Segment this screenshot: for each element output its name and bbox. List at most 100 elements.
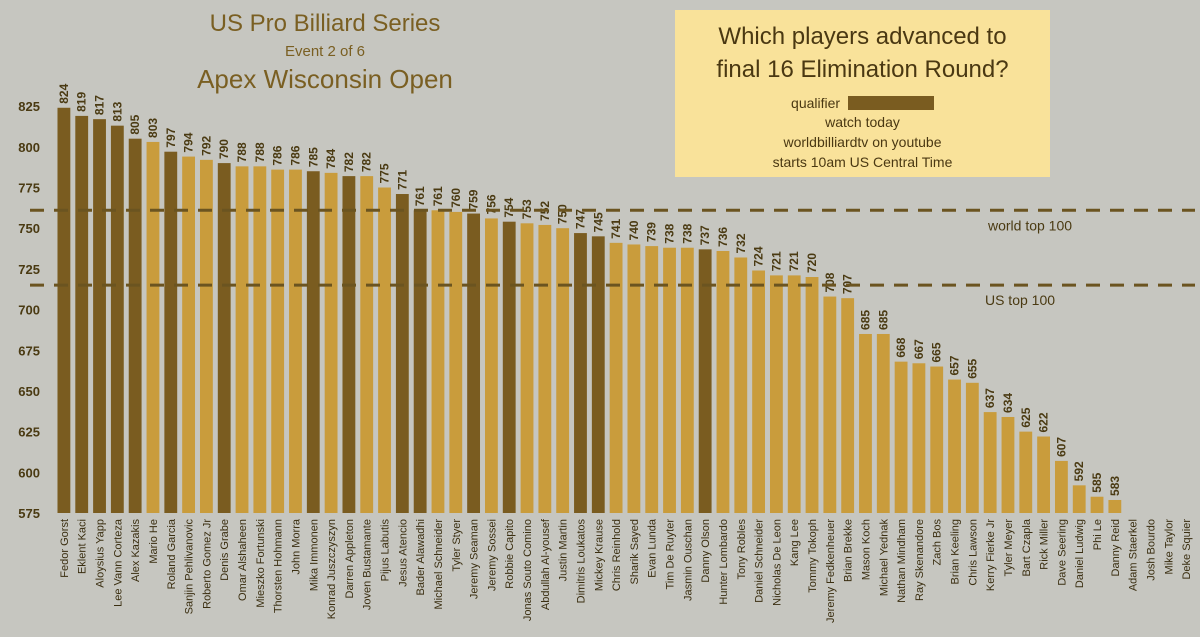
x-tick-label: Jasmin Ouschan <box>682 519 694 601</box>
bar <box>609 242 623 513</box>
info-line-channel: worldbilliardtv on youtube <box>783 134 942 150</box>
x-tick-label: Denis Grabe <box>219 519 231 581</box>
bar <box>164 151 178 514</box>
x-tick-label: Danny Olson <box>700 519 712 583</box>
x-tick-label: Alex Kazakis <box>130 519 142 582</box>
x-tick-label: Michael Yednak <box>878 519 890 597</box>
data-label: 607 <box>1054 437 1068 457</box>
data-label: 785 <box>306 147 320 167</box>
question-line-1: Which players advanced to <box>718 23 1007 50</box>
y-tick-label: 700 <box>18 303 40 318</box>
bar <box>395 194 409 514</box>
bar <box>859 333 872 513</box>
y-tick-label: 650 <box>18 384 40 399</box>
x-tick-label: Mika Immonen <box>308 519 320 591</box>
data-label: 760 <box>449 188 463 208</box>
x-tick-label: Mason Koch <box>860 519 872 580</box>
bar <box>1072 485 1086 513</box>
chart-title-block: US Pro Billiard Series Event 2 of 6 Apex… <box>180 10 470 95</box>
data-label: 721 <box>769 251 783 271</box>
data-label: 819 <box>75 92 89 112</box>
x-tick-label: Thorsten Hohmann <box>273 519 285 613</box>
data-label: 668 <box>894 337 908 357</box>
x-tick-label: Tim De Ruyter <box>665 519 677 590</box>
data-label: 747 <box>573 209 587 229</box>
data-label: 792 <box>199 135 213 155</box>
chart-title: US Pro Billiard Series <box>209 10 441 37</box>
data-label: 585 <box>1090 472 1104 492</box>
bar <box>965 382 979 513</box>
bar <box>484 218 498 513</box>
x-tick-label: Chris Reinhold <box>611 519 623 591</box>
x-tick-label: Dimitris Loukatos <box>575 519 587 604</box>
y-tick-label: 825 <box>18 99 40 114</box>
data-label: 784 <box>324 149 338 169</box>
x-tick-label: Rick Miller <box>1039 519 1051 570</box>
bar <box>716 250 730 513</box>
data-label: 786 <box>288 145 302 165</box>
data-label: 655 <box>965 358 979 378</box>
data-label: 625 <box>1019 407 1033 427</box>
y-tick-label: 775 <box>18 181 40 196</box>
bar <box>1108 499 1122 513</box>
bar <box>698 249 712 513</box>
x-tick-label: Joven Bustamante <box>362 519 374 610</box>
data-label: 750 <box>556 204 570 224</box>
bar <box>556 228 570 513</box>
x-tick-label: Daniel Schneider <box>754 519 766 603</box>
x-tick-label: Omar Alshaheen <box>237 519 249 601</box>
data-label: 720 <box>805 253 819 273</box>
bar <box>182 156 196 513</box>
x-tick-label: Nathan Mindham <box>896 519 908 603</box>
question-line-2: final 16 Elimination Round? <box>716 56 1009 83</box>
bar <box>574 233 587 513</box>
bar <box>431 210 445 513</box>
bar <box>253 166 267 513</box>
x-tick-label: Justin Martin <box>558 519 570 581</box>
data-label: 708 <box>823 272 837 292</box>
data-label: 761 <box>431 186 445 206</box>
bar <box>538 224 552 514</box>
data-label: 737 <box>698 225 712 245</box>
x-tick-label: Konrad Juszczyszyn <box>326 519 338 619</box>
data-label: 741 <box>609 218 623 238</box>
event-name: Apex Wisconsin Open <box>197 64 453 94</box>
bar <box>1054 460 1068 513</box>
bar <box>502 221 516 513</box>
x-tick-label: Tyler Styer <box>451 519 463 572</box>
bar <box>876 333 890 513</box>
bar <box>324 172 338 514</box>
bar <box>841 298 855 513</box>
data-label: 771 <box>395 170 409 190</box>
bar <box>360 176 374 513</box>
data-label: 721 <box>787 251 801 271</box>
x-tick-label: Brian Brekke <box>843 519 855 582</box>
data-label: 736 <box>716 227 730 247</box>
data-label: 782 <box>360 152 374 172</box>
data-label: 782 <box>342 152 356 172</box>
bar <box>930 366 944 513</box>
bar <box>663 247 676 513</box>
bar <box>128 138 142 513</box>
bar <box>449 211 463 513</box>
bar <box>752 270 766 513</box>
data-label: 788 <box>253 142 267 162</box>
x-tick-label: Mieszko Fortunski <box>255 519 267 608</box>
y-tick-label: 725 <box>18 262 40 277</box>
x-tick-label: Darren Appleton <box>344 519 356 599</box>
bar <box>413 210 427 513</box>
x-tick-label: Danny Reid <box>1110 519 1122 576</box>
data-label: 790 <box>217 139 231 159</box>
bar <box>769 275 783 513</box>
bar <box>217 163 231 514</box>
x-tick-label: Lee Vann Corteza <box>112 518 124 607</box>
x-tick-label: Adam Staerkel <box>1128 519 1140 591</box>
data-label: 740 <box>627 220 641 240</box>
data-label: 732 <box>734 233 748 253</box>
x-tick-label: Robbie Capito <box>504 519 516 589</box>
x-tick-label: Daniel Ludwig <box>1074 519 1086 588</box>
legend: qualifier <box>675 94 1050 112</box>
y-tick-label: 800 <box>18 140 40 155</box>
bar <box>467 213 481 514</box>
reference-line-label: US top 100 <box>985 292 1055 308</box>
